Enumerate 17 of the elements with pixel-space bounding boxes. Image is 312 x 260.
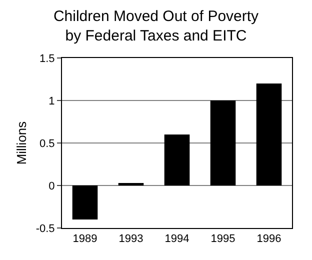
x-tick-label: 1996 bbox=[256, 233, 282, 246]
x-tick-label: 1995 bbox=[210, 233, 236, 246]
x-tick-label: 1989 bbox=[72, 233, 98, 246]
y-tick-label: 1 bbox=[48, 95, 55, 108]
bar bbox=[210, 100, 236, 186]
x-tick-label: 1993 bbox=[118, 233, 144, 246]
y-tick-label: 0 bbox=[48, 180, 55, 192]
chart-title: Children Moved Out of Poverty by Federal Taxes and EITC bbox=[53, 8, 260, 44]
bar bbox=[72, 186, 98, 220]
bar bbox=[118, 182, 144, 186]
y-axis-title: Millions bbox=[14, 120, 29, 165]
bar bbox=[164, 134, 190, 186]
bar bbox=[256, 84, 282, 186]
y-tick-label: -0.5 bbox=[36, 222, 55, 235]
x-tick-label: 1994 bbox=[164, 233, 190, 246]
y-tick-label: 1.5 bbox=[40, 52, 55, 65]
y-tick-label: 0.5 bbox=[40, 138, 55, 150]
